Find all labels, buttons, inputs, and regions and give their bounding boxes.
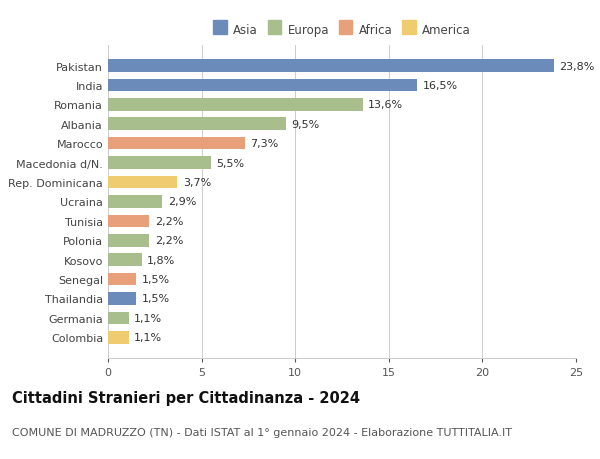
Bar [108, 254, 142, 266]
Bar [108, 215, 149, 228]
Bar [108, 138, 245, 150]
Text: 1,1%: 1,1% [134, 313, 163, 323]
Text: 1,5%: 1,5% [142, 294, 170, 304]
Text: 1,8%: 1,8% [148, 255, 176, 265]
Text: 5,5%: 5,5% [217, 158, 245, 168]
Bar [108, 292, 136, 305]
Text: 3,7%: 3,7% [183, 178, 211, 188]
Text: 7,3%: 7,3% [250, 139, 278, 149]
Bar [108, 99, 362, 112]
Bar [108, 273, 136, 286]
Bar [108, 79, 417, 92]
Bar [108, 196, 162, 208]
Text: COMUNE DI MADRUZZO (TN) - Dati ISTAT al 1° gennaio 2024 - Elaborazione TUTTITALI: COMUNE DI MADRUZZO (TN) - Dati ISTAT al … [12, 427, 512, 437]
Text: 1,1%: 1,1% [134, 333, 163, 342]
Bar [108, 60, 554, 73]
Text: 1,5%: 1,5% [142, 274, 170, 285]
Text: 16,5%: 16,5% [422, 81, 458, 91]
Bar [108, 176, 177, 189]
Text: 23,8%: 23,8% [559, 62, 595, 71]
Bar [108, 312, 128, 325]
Bar [108, 118, 286, 131]
Bar [108, 157, 211, 169]
Text: 13,6%: 13,6% [368, 100, 403, 110]
Legend: Asia, Europa, Africa, America: Asia, Europa, Africa, America [210, 21, 474, 40]
Text: 2,2%: 2,2% [155, 216, 183, 226]
Text: 9,5%: 9,5% [292, 119, 320, 129]
Bar [108, 331, 128, 344]
Bar [108, 235, 149, 247]
Text: 2,2%: 2,2% [155, 236, 183, 246]
Text: 2,9%: 2,9% [168, 197, 196, 207]
Text: Cittadini Stranieri per Cittadinanza - 2024: Cittadini Stranieri per Cittadinanza - 2… [12, 390, 360, 405]
